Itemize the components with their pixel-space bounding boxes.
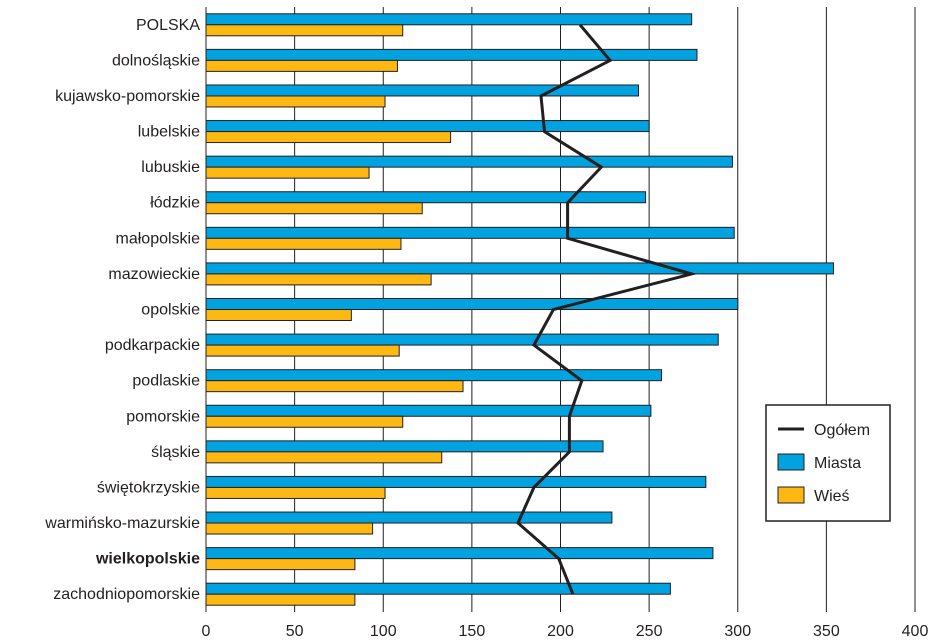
- category-label-warminsko-mazurskie: warmińsko-mazurskie: [44, 515, 200, 532]
- bar-wies-lubuskie: [206, 167, 369, 178]
- bar-wies-lodzkie: [206, 203, 422, 214]
- category-label-lubuskie: lubuskie: [141, 159, 200, 176]
- x-tick-label-200: 200: [547, 623, 574, 640]
- bar-wies-warminsko-mazurskie: [206, 523, 373, 534]
- category-label-podkarpackie: podkarpackie: [105, 337, 200, 354]
- category-label-lubelskie: lubelskie: [138, 124, 200, 141]
- bar-miasta-podlaskie: [206, 370, 662, 381]
- bar-wies-kujawsko-pomorskie: [206, 96, 385, 107]
- legend-swatch-miasta: [778, 454, 804, 470]
- bar-miasta-opolskie: [206, 299, 738, 310]
- legend: Ogółem Miasta Wieś: [766, 405, 890, 521]
- bar-wies-podlaskie: [206, 381, 463, 392]
- bar-wies-wielkopolskie: [206, 559, 355, 570]
- category-label-dolnoslaskie: dolnośląskie: [112, 52, 200, 69]
- category-label-polska: POLSKA: [136, 17, 200, 34]
- bar-wies-polska: [206, 25, 403, 36]
- legend-label-miasta: Miasta: [814, 455, 861, 472]
- x-tick-label-300: 300: [724, 623, 751, 640]
- category-label-kujawsko-pomorskie: kujawsko-pomorskie: [55, 88, 200, 105]
- bar-wies-malopolskie: [206, 238, 401, 249]
- bar-miasta-lodzkie: [206, 192, 646, 203]
- category-label-malopolskie: małopolskie: [116, 230, 201, 247]
- bar-miasta-podkarpackie: [206, 334, 718, 345]
- x-tick-label-150: 150: [459, 623, 486, 640]
- bar-wies-podkarpackie: [206, 345, 399, 356]
- category-label-opolskie: opolskie: [141, 302, 200, 319]
- category-label-swietokrzyskie: świętokrzyskie: [97, 479, 200, 496]
- bar-miasta-mazowieckie: [206, 263, 833, 274]
- bar-wies-opolskie: [206, 310, 351, 321]
- category-label-slaskie: śląskie: [151, 444, 200, 461]
- bar-miasta-swietokrzyskie: [206, 476, 706, 487]
- bar-miasta-kujawsko-pomorskie: [206, 85, 638, 96]
- bar-wies-lubelskie: [206, 132, 451, 143]
- bar-miasta-polska: [206, 14, 692, 25]
- bar-miasta-dolnoslaskie: [206, 49, 697, 60]
- category-label-lodzkie: łódzkie: [150, 195, 200, 212]
- category-label-pomorskie: pomorskie: [126, 408, 200, 425]
- x-tick-label-400: 400: [902, 623, 929, 640]
- legend-label-wies: Wieś: [814, 488, 850, 505]
- bar-wies-zachodniopomorskie: [206, 594, 355, 605]
- category-label-wielkopolskie: wielkopolskie: [95, 551, 200, 568]
- category-label-zachodniopomorskie: zachodniopomorskie: [53, 586, 200, 603]
- legend-label-ogolem: Ogółem: [814, 422, 870, 439]
- category-labels: POLSKA dolnośląskie kujawsko-pomorskie lube…: [44, 17, 200, 603]
- bar-miasta-malopolskie: [206, 227, 734, 238]
- bar-miasta-warminsko-mazurskie: [206, 512, 612, 523]
- x-tick-labels: 0 50 100 150 200 250 300 350 400: [202, 623, 929, 640]
- category-label-mazowieckie: mazowieckie: [108, 266, 200, 283]
- bar-miasta-lubelskie: [206, 121, 649, 132]
- x-tick-label-0: 0: [202, 623, 211, 640]
- x-tick-label-350: 350: [813, 623, 840, 640]
- x-tick-label-250: 250: [636, 623, 663, 640]
- bar-miasta-zachodniopomorskie: [206, 583, 670, 594]
- bar-wies-pomorskie: [206, 416, 403, 427]
- bar-wies-slaskie: [206, 452, 442, 463]
- bar-miasta-slaskie: [206, 441, 603, 452]
- bar-wies-swietokrzyskie: [206, 487, 385, 498]
- bar-miasta-pomorskie: [206, 405, 651, 416]
- bar-miasta-lubuskie: [206, 156, 732, 167]
- bar-wies-mazowieckie: [206, 274, 431, 285]
- x-tick-label-50: 50: [286, 623, 304, 640]
- bar-miasta-wielkopolskie: [206, 548, 713, 559]
- bar-wies-dolnoslaskie: [206, 60, 397, 71]
- category-label-podlaskie: podlaskie: [132, 373, 200, 390]
- x-tick-label-100: 100: [370, 623, 397, 640]
- legend-swatch-wies: [778, 487, 804, 503]
